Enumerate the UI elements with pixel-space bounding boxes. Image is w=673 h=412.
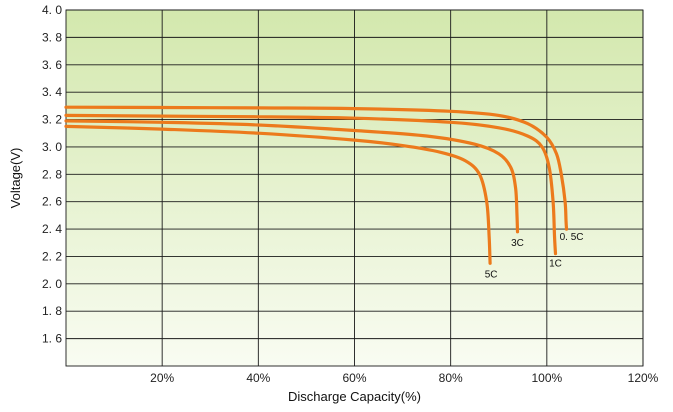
series-lines: 0. 5C 1C 3C 5C bbox=[64, 105, 584, 280]
x-tick-label: 80% bbox=[439, 371, 463, 385]
x-axis-ticks: 20% 40% 60% 80% 100% 120% bbox=[150, 371, 659, 385]
y-axis-ticks: 1. 6 1. 8 2. 0 2. 2 2. 4 2. 6 2. 8 3. 0 3. 2 3. 4… bbox=[42, 3, 62, 346]
series-label: 1C bbox=[549, 259, 562, 270]
series-line-1 bbox=[64, 113, 558, 256]
y-tick-label: 3. 8 bbox=[42, 30, 62, 44]
y-tick-label: 2. 0 bbox=[42, 277, 62, 291]
x-tick-label: 120% bbox=[628, 371, 659, 385]
x-tick-label: 100% bbox=[531, 371, 562, 385]
y-tick-label: 2. 4 bbox=[42, 222, 62, 236]
x-tick-label: 20% bbox=[150, 371, 174, 385]
y-tick-label: 1. 8 bbox=[42, 304, 62, 318]
y-tick-label: 4. 0 bbox=[42, 3, 62, 17]
series-label: 0. 5C bbox=[560, 232, 584, 243]
y-tick-label: 2. 8 bbox=[42, 167, 62, 181]
series-label: 5C bbox=[485, 269, 498, 280]
series-line-3 bbox=[64, 124, 492, 265]
y-tick-label: 1. 6 bbox=[42, 332, 62, 346]
y-tick-label: 2. 6 bbox=[42, 195, 62, 209]
x-tick-label: 40% bbox=[246, 371, 270, 385]
series-line-0 bbox=[64, 105, 569, 231]
y-tick-label: 3. 4 bbox=[42, 85, 62, 99]
y-tick-label: 2. 2 bbox=[42, 249, 62, 263]
series-line-2 bbox=[64, 119, 520, 234]
y-axis-label: Voltage(V) bbox=[8, 148, 23, 209]
x-tick-label: 60% bbox=[342, 371, 366, 385]
y-tick-label: 3. 2 bbox=[42, 113, 62, 127]
x-axis-label: Discharge Capacity(%) bbox=[288, 389, 421, 404]
grid bbox=[65, 9, 644, 367]
y-tick-label: 3. 0 bbox=[42, 140, 62, 154]
series-label: 3C bbox=[511, 238, 524, 249]
y-tick-label: 3. 6 bbox=[42, 58, 62, 72]
